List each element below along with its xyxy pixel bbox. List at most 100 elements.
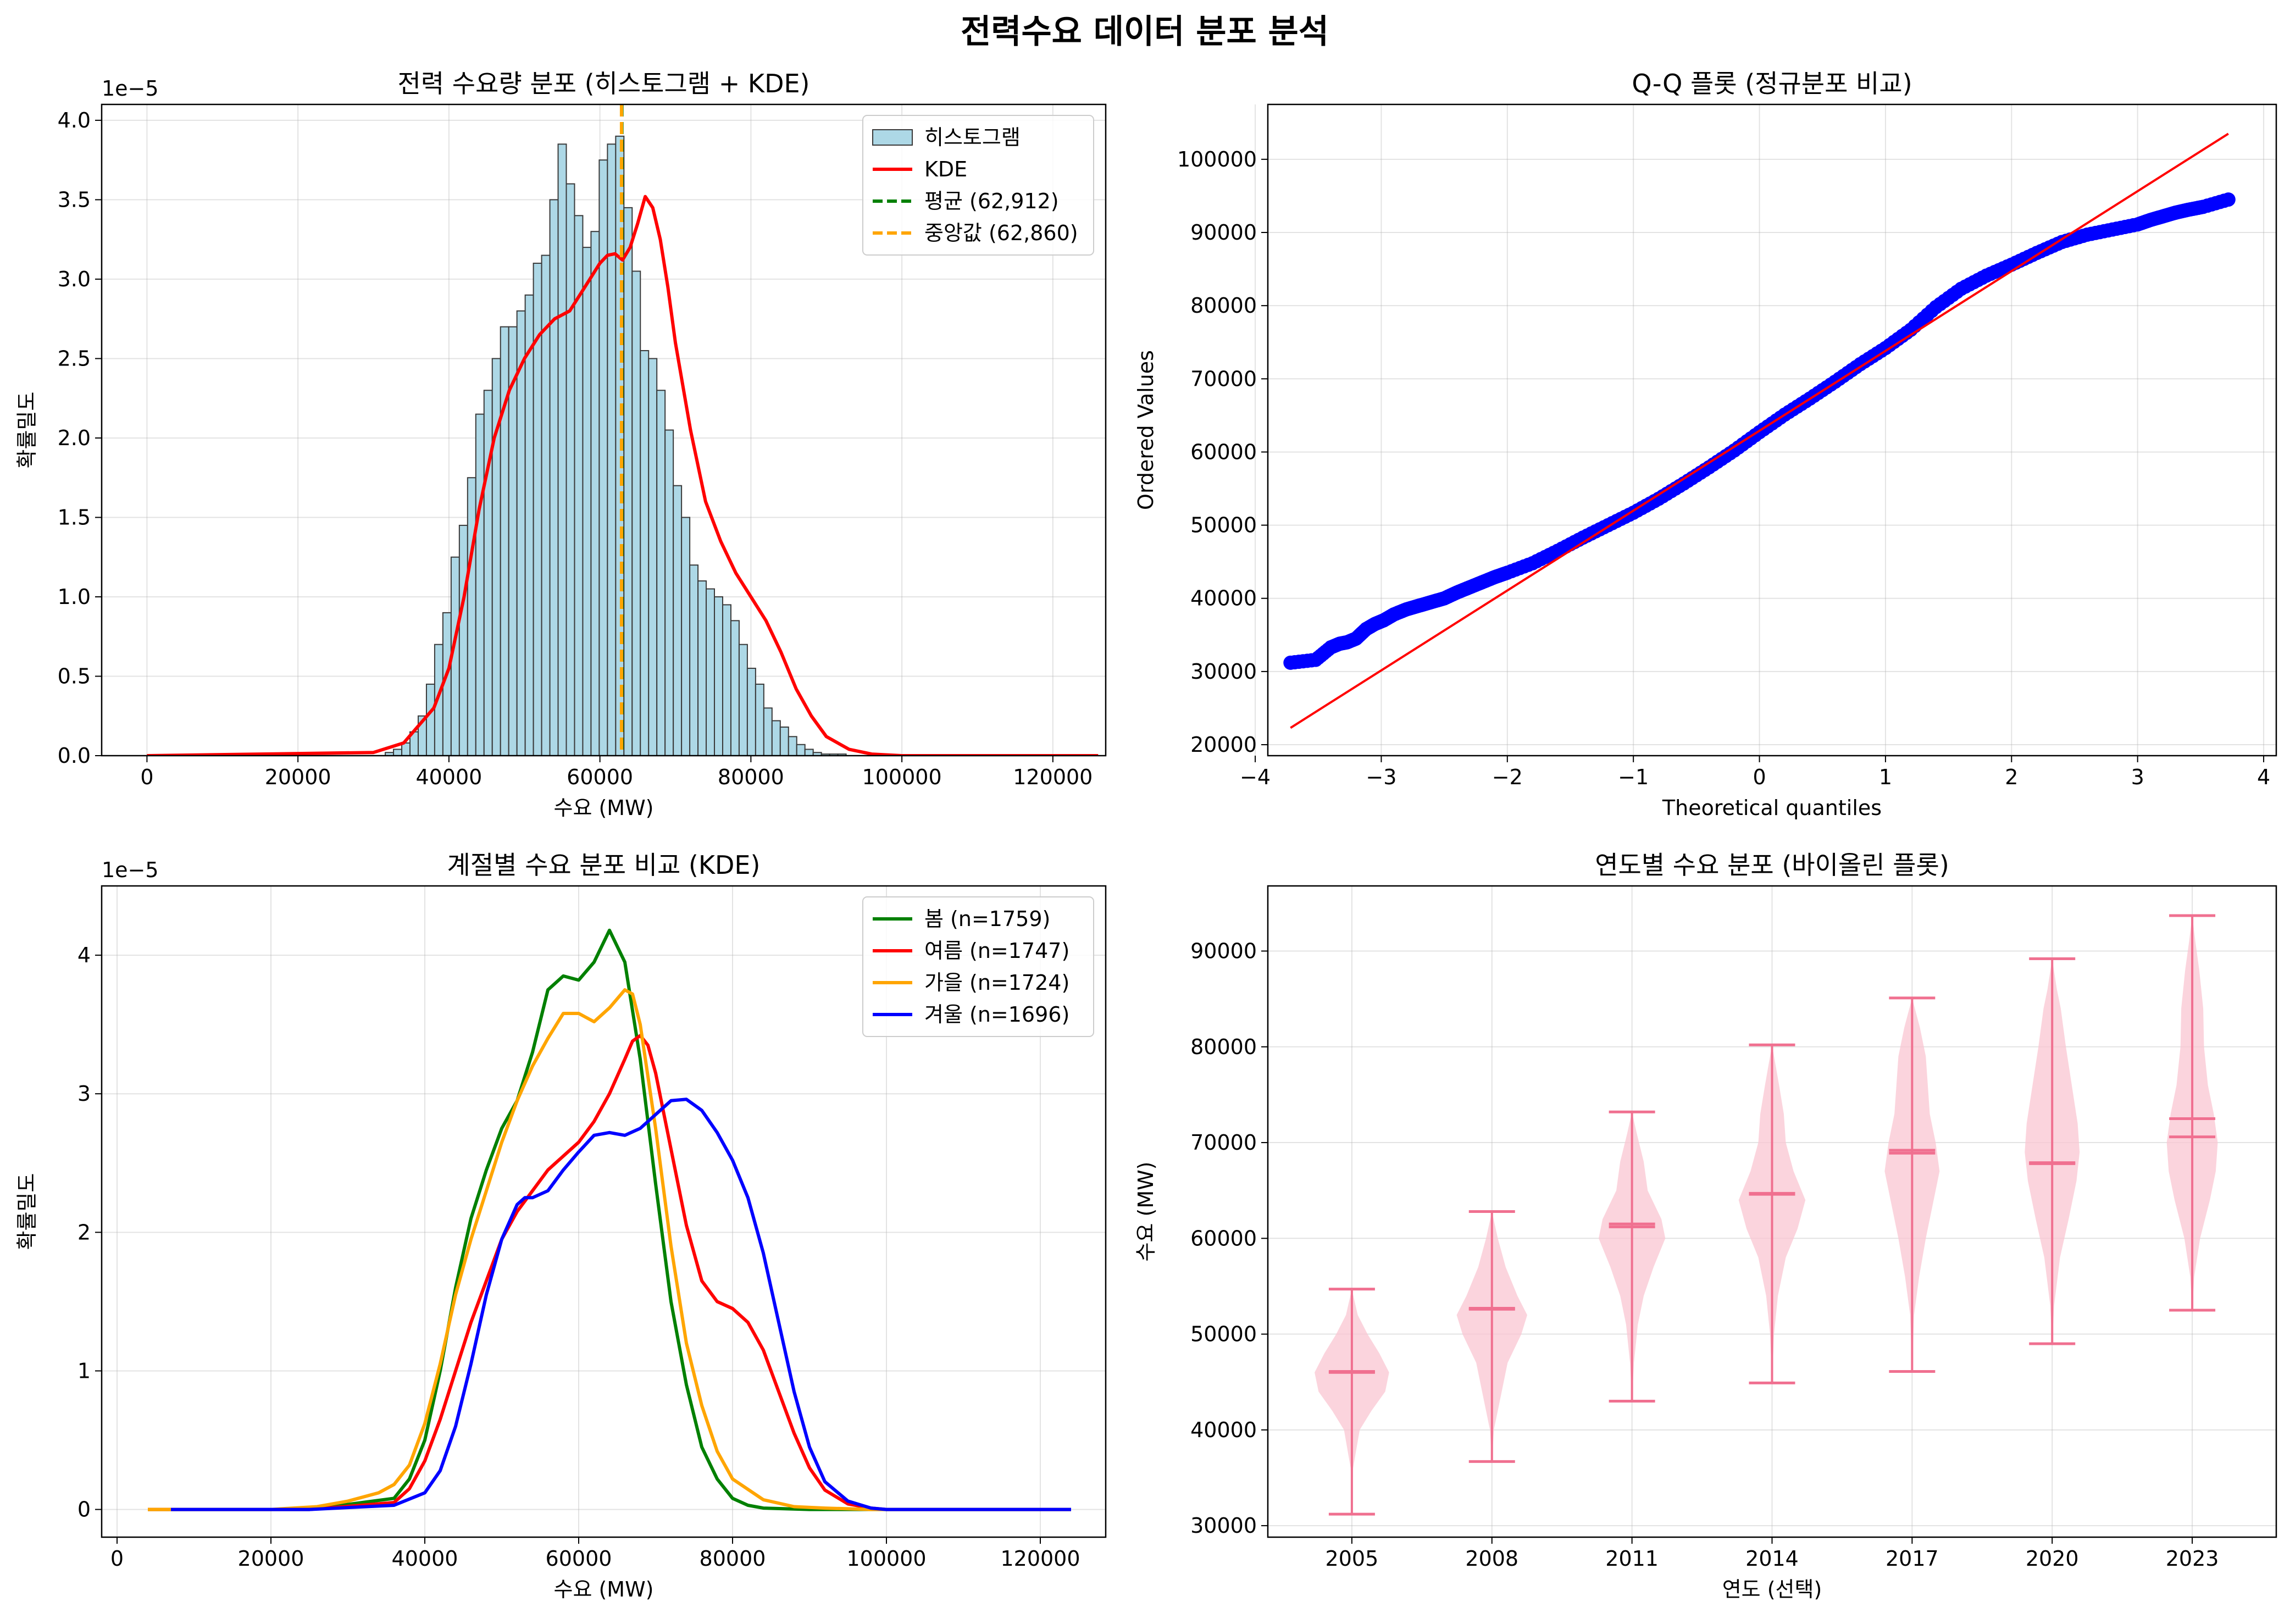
legend-label: 여름 (n=1747)	[924, 939, 1069, 963]
legend-label: KDE	[924, 157, 967, 181]
histogram-bar	[730, 620, 740, 756]
histogram-bar	[788, 736, 797, 756]
legend-swatch	[872, 129, 913, 146]
x-tick-label: 2017	[1886, 1547, 1939, 1571]
qq-point	[2221, 192, 2236, 207]
legend-label: 봄 (n=1759)	[924, 907, 1050, 931]
legend-box	[862, 896, 1094, 1037]
y-tick-label: 60000	[1190, 1226, 1257, 1250]
x-tick-label: 60000	[546, 1547, 612, 1571]
plot-area	[148, 928, 1071, 1511]
x-tick-label: 20000	[265, 765, 331, 789]
y-tick-label: 2.0	[58, 426, 91, 450]
y-tick-label: 20000	[1190, 733, 1257, 757]
axes-frame	[101, 885, 1107, 1538]
histogram-bar	[640, 350, 650, 756]
subplot-1: 0 20000 40000 60000 80000 100000 120000 0.0 0.5 1…	[15, 69, 1107, 820]
y-tick-label: 60000	[1190, 440, 1257, 464]
histogram-bar	[771, 720, 781, 756]
histogram-bar	[598, 159, 608, 756]
x-tick-label: −2	[1492, 765, 1523, 789]
legend-box	[862, 115, 1094, 256]
kde-line-series-3	[148, 988, 1071, 1511]
qq-reference-line	[1290, 132, 2229, 729]
y-tick-label: 50000	[1190, 1322, 1257, 1346]
tick-labels: 30000 40000 50000 60000 70000 80000 90000	[1190, 939, 1268, 1538]
histogram-bar	[673, 485, 683, 756]
histogram-bar	[763, 707, 773, 756]
y-tick-label: 100000	[1177, 147, 1257, 171]
y-tick-label: 80000	[1190, 293, 1257, 318]
subplot-title: Q-Q 플롯 (정규분포 비교)	[1632, 69, 1912, 98]
x-tick-label: 120000	[1013, 765, 1093, 789]
histogram-bar	[689, 564, 699, 756]
subplot-4: 30000 40000 50000 60000 70000 80000 90000 연도별 수…	[1134, 850, 2277, 1601]
x-tick-label: −1	[1618, 765, 1649, 789]
histogram-bar	[796, 744, 806, 756]
tick-labels: −4 −3 −2 −1 0 1 2 3 4 20000 30000 40000 50000 60000 70…	[1177, 147, 2270, 789]
y-axis-label: Ordered Values	[1134, 350, 1158, 510]
x-axis-label: 수요 (MW)	[553, 1577, 653, 1601]
legend: 봄 (n=1759) 여름 (n=1747) 가을 (n=1724) 겨울 (n=16…	[862, 896, 1094, 1037]
y-tick-label: 3.5	[58, 187, 91, 212]
y-tick-label: 90000	[1190, 939, 1257, 963]
y-tick-label: 0.5	[58, 664, 91, 688]
histogram-bar	[664, 429, 674, 756]
plot-area	[1283, 132, 2236, 729]
subplot-2: −4 −3 −2 −1 0 1 2 3 4 20000 30000 40000 50000 60000 70…	[1134, 69, 2277, 820]
histogram-bar	[458, 524, 468, 756]
subplot-title: 전력 수요량 분포 (히스토그램 + KDE)	[397, 69, 809, 98]
y-tick-label: 40000	[1190, 586, 1257, 611]
x-axis-label: Theoretical quantiles	[1662, 796, 1882, 820]
x-tick-label: 0	[110, 1547, 124, 1571]
tick-labels: 0 20000 40000 60000 80000 100000 120000 0.0 0.5 1…	[58, 108, 1093, 789]
x-tick-label: 80000	[700, 1547, 766, 1571]
histogram-bar	[755, 683, 764, 756]
figure-title: 전력수요 데이터 분포 분석	[961, 13, 1329, 51]
x-tick-label: 2011	[1605, 1547, 1659, 1571]
x-tick-label: 2008	[1465, 1547, 1518, 1571]
histogram-bar	[697, 580, 707, 756]
y-tick-label: 3	[77, 1082, 91, 1106]
y-tick-label: 1.0	[58, 585, 91, 609]
histogram-bar	[681, 517, 691, 756]
axes-frame	[1267, 103, 2277, 757]
y-tick-label: 40000	[1190, 1418, 1257, 1442]
x-tick-label: 2023	[2166, 1547, 2219, 1571]
histogram-bar	[516, 310, 526, 756]
x-tick-label: 2005	[1326, 1547, 1379, 1571]
x-axis-label: 연도 (선택)	[1722, 1577, 1822, 1601]
x-tick-label: 80000	[718, 765, 784, 789]
y-tick-label: 0	[77, 1498, 91, 1522]
grid-lines	[1255, 104, 2276, 756]
legend: 히스토그램 KDE 평균 (62,912) 중앙값 (62,860)	[862, 115, 1094, 256]
x-tick-label: 40000	[392, 1547, 458, 1571]
histogram-bar	[714, 596, 723, 756]
subplot-3: 0 20000 40000 60000 80000 100000 120000 0 1 2 3 4 계절…	[15, 850, 1107, 1601]
histogram-bar	[722, 604, 731, 756]
histogram-bar	[804, 749, 814, 756]
y-tick-label: 30000	[1190, 659, 1257, 684]
histogram-bars	[385, 135, 847, 756]
y-tick-label: 1.5	[58, 505, 91, 529]
x-tick-label: 100000	[862, 765, 942, 789]
y-tick-label: 3.0	[58, 267, 91, 291]
histogram-bar	[565, 183, 575, 756]
subplot-title: 계절별 수요 분포 비교 (KDE)	[447, 850, 761, 880]
plot-area	[147, 104, 1099, 756]
kde-line-series-1	[148, 928, 1071, 1511]
histogram-bar	[779, 726, 789, 756]
legend-label: 가을 (n=1724)	[924, 971, 1069, 995]
y-tick-label: 50000	[1190, 513, 1257, 537]
y-tick-label: 0.0	[58, 744, 91, 768]
histogram-bar	[706, 588, 716, 756]
y-tick-label: 1	[77, 1359, 91, 1383]
axes-frame	[101, 103, 1107, 757]
x-tick-label: −4	[1240, 765, 1271, 789]
histogram-bar	[656, 390, 666, 756]
y-axis-label: 확률밀도	[15, 1173, 39, 1250]
y-tick-label: 80000	[1190, 1035, 1257, 1059]
x-tick-label: 100000	[846, 1547, 926, 1571]
x-tick-label: 0	[1753, 765, 1766, 789]
